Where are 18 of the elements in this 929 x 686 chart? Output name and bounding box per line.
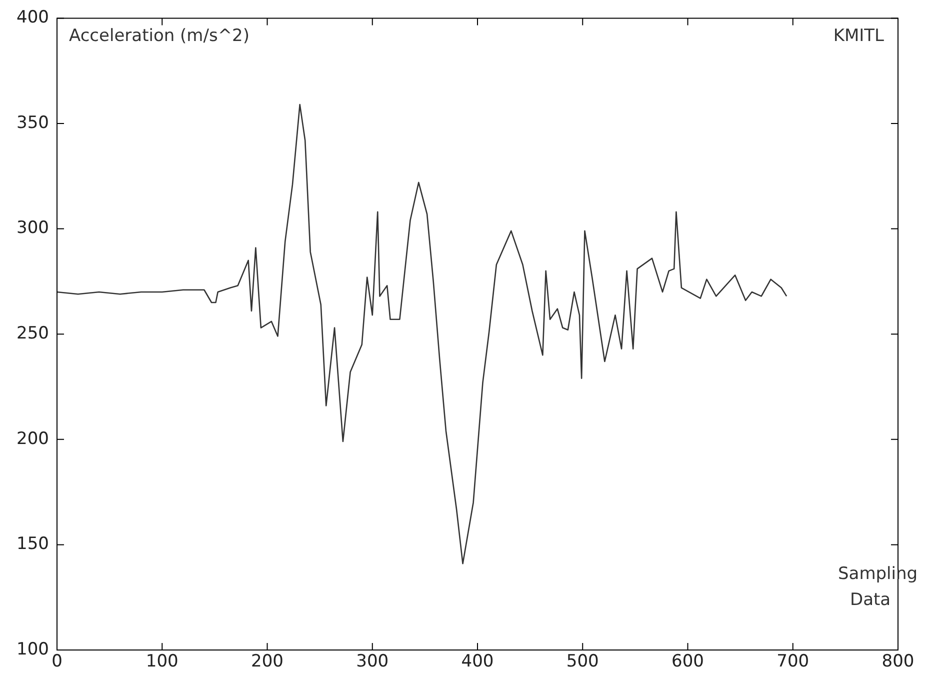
y-tick-label: 250 [16, 324, 49, 344]
y-tick-label: 100 [16, 639, 49, 660]
x-tick-label: 500 [566, 652, 599, 672]
x-tick-label: 400 [461, 652, 494, 672]
x-tick-label: 700 [776, 652, 810, 672]
x-tick-label: 300 [356, 652, 389, 672]
x-tick-label: 800 [882, 652, 914, 672]
x-tick-label: 0 [52, 652, 62, 672]
x-tick-label: 100 [146, 652, 178, 672]
y-tick-label: 300 [16, 218, 49, 238]
y-tick-label: 200 [16, 428, 49, 449]
y-tick-label: 400 [16, 8, 49, 28]
y-tick-label: 350 [16, 112, 49, 133]
y-tick-label: 150 [16, 534, 49, 554]
y-axis-title: Acceleration (m/s^2) [69, 26, 250, 46]
annotation: KMITL [833, 26, 885, 46]
x-tick-label: 600 [672, 652, 704, 672]
x-tick-label: 200 [251, 652, 284, 672]
